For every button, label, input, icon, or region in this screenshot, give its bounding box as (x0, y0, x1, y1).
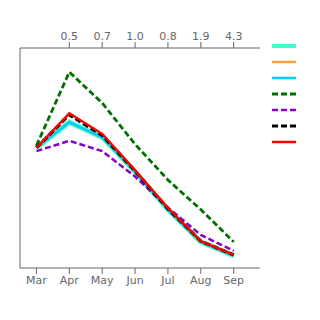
svg-text:4.3: 4.3 (225, 30, 243, 43)
svg-text:Aug: Aug (190, 274, 211, 287)
svg-text:Jul: Jul (160, 274, 174, 287)
svg-text:1.0: 1.0 (126, 30, 144, 43)
svg-text:Sep: Sep (223, 274, 244, 287)
svg-text:0.8: 0.8 (159, 30, 177, 43)
svg-text:0.7: 0.7 (93, 30, 111, 43)
svg-text:0.5: 0.5 (61, 30, 79, 43)
svg-text:Jun: Jun (125, 274, 143, 287)
svg-text:1.9: 1.9 (192, 30, 210, 43)
svg-text:Mar: Mar (26, 274, 47, 287)
svg-text:May: May (91, 274, 114, 287)
svg-text:Apr: Apr (60, 274, 80, 287)
